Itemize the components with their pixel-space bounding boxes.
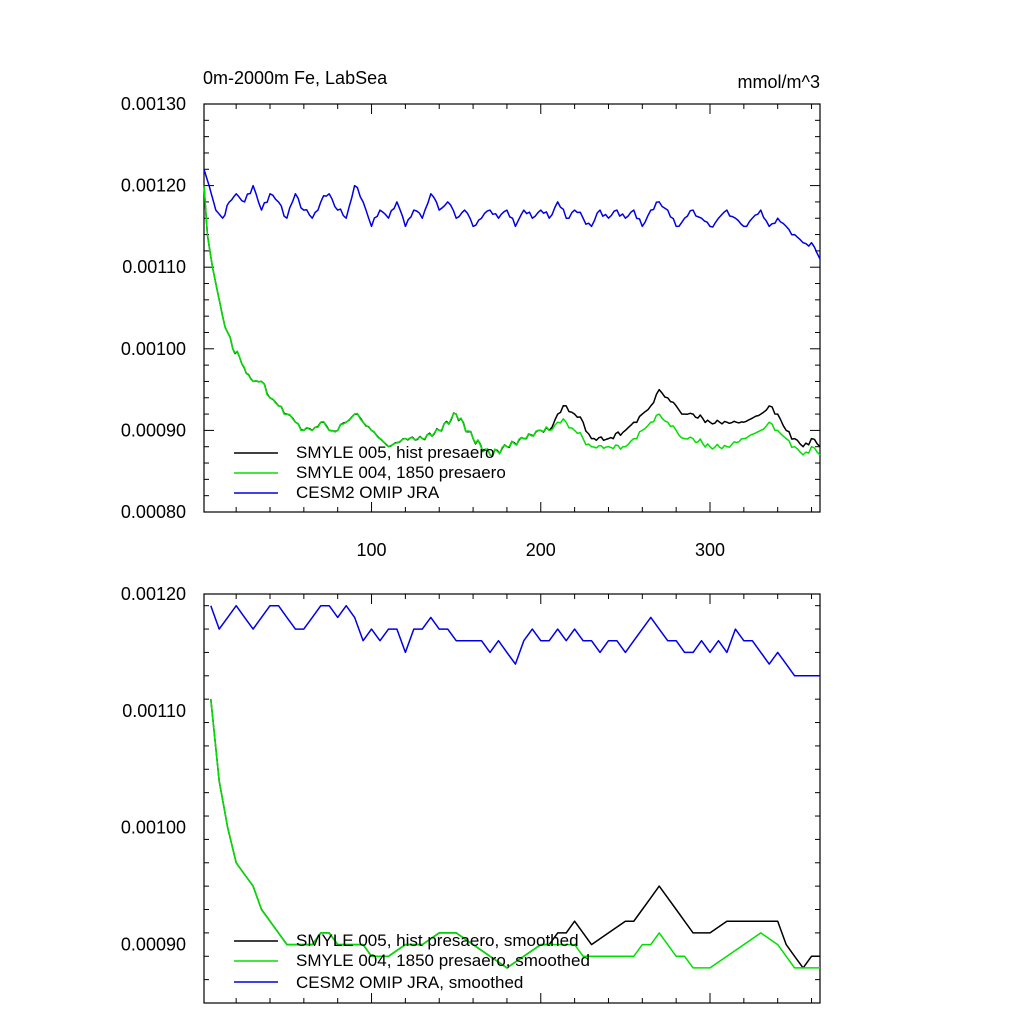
legend-smyle004: SMYLE 004, 1850 presaero — [296, 463, 506, 482]
y-tick-label: 0.00080 — [121, 502, 186, 522]
y-tick-label: 0.00110 — [122, 257, 186, 277]
legend-cesm2: CESM2 OMIP JRA — [296, 483, 440, 502]
x-tick-label: 300 — [695, 540, 725, 560]
y-tick-label: 0.00090 — [121, 935, 186, 955]
y-tick-label: 0.00100 — [121, 339, 186, 359]
bottom-panel: 0.00090 0.00100 0.00110 0.00120 SMYLE 005, … — [121, 584, 821, 1004]
y-tick-label: 0.00090 — [121, 420, 186, 440]
series-line-1 — [203, 185, 821, 457]
legend-smyle005: SMYLE 005, hist presaero — [296, 443, 494, 462]
top-title: 0m-2000m Fe, LabSea — [203, 68, 388, 88]
top-series — [203, 169, 821, 457]
bottom-legend: SMYLE 005, hist presaero, smoothed SMYLE… — [234, 931, 590, 992]
y-tick-label: 0.00120 — [121, 176, 186, 196]
x-tick-label: 100 — [357, 540, 387, 560]
legend-smyle005-smoothed: SMYLE 005, hist presaero, smoothed — [296, 931, 579, 950]
x-tick-label: 200 — [526, 540, 556, 560]
y-tick-label: 0.00100 — [121, 818, 186, 838]
top-panel: 0m-2000m Fe, LabSea mmol/m^3 0.000800.00… — [121, 68, 821, 560]
plot-frame — [203, 593, 821, 1004]
series-line-3 — [203, 169, 821, 260]
legend-smyle004-smoothed: SMYLE 004, 1850 presaero, smoothed — [296, 951, 590, 970]
series-line-1 — [210, 699, 820, 969]
top-axes: 0.00080 0.00090 0.00100 0.00110 0.00120 0.001… — [121, 94, 821, 560]
top-units: mmol/m^3 — [738, 72, 820, 92]
series-line-2 — [203, 185, 821, 457]
bottom-series — [210, 604, 820, 969]
plot-frame — [203, 103, 821, 513]
series-line-2 — [210, 699, 820, 969]
top-legend: SMYLE 005, hist presaero SMYLE 004, 1850… — [234, 443, 506, 502]
y-tick-label: 0.00130 — [121, 94, 186, 114]
legend-cesm2-smoothed: CESM2 OMIP JRA, smoothed — [296, 973, 523, 992]
series-line-3 — [210, 604, 820, 677]
y-tick-label: 0.00110 — [122, 701, 186, 721]
y-tick-label: 0.00120 — [121, 584, 186, 604]
